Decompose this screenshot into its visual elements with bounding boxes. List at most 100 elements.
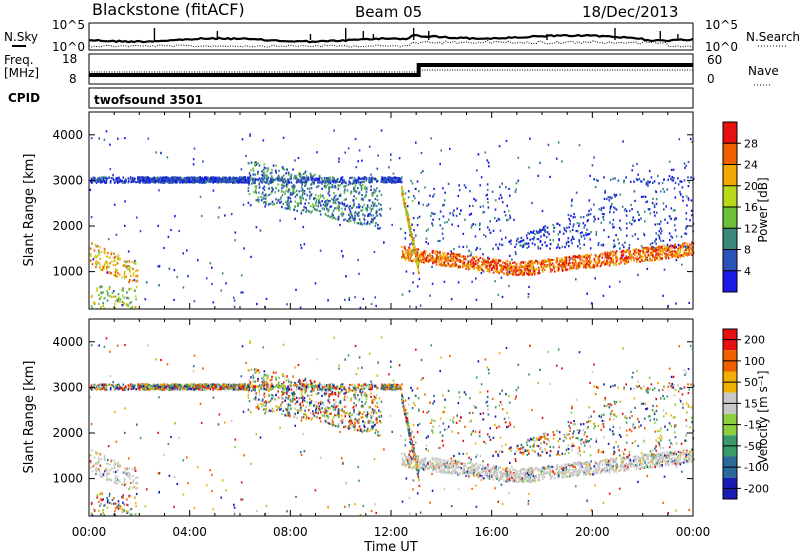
power-echo-cell — [504, 263, 507, 266]
power-echo-cell — [658, 258, 661, 261]
power-echo-cell — [653, 205, 656, 208]
power-echo-cell — [430, 211, 433, 215]
power-echo-cell — [410, 230, 412, 234]
power-echo-cell — [537, 238, 540, 241]
power-echo-cell — [237, 178, 239, 181]
power-echo-cell — [646, 181, 649, 184]
power-echo-cell — [600, 221, 603, 224]
power-echo-cell — [301, 188, 304, 191]
cpid-program: twofsound 3501 — [94, 93, 203, 107]
power-echo-cell — [326, 177, 328, 180]
power-echo-cell — [374, 197, 377, 201]
power-echo-cell — [525, 263, 527, 266]
power-echo-cell — [286, 204, 289, 207]
power-echo-cell — [139, 179, 141, 182]
power-echo-cell — [410, 227, 412, 230]
power-echo-cell — [267, 187, 270, 190]
power-echo-cell — [269, 202, 272, 205]
power-echo-cell — [562, 259, 565, 263]
power-echo-cell — [606, 258, 609, 261]
velocity-echo-cell — [537, 469, 539, 472]
power-echo-cell — [338, 157, 340, 160]
power-echo-cell — [289, 191, 292, 194]
power-echo-cell — [323, 181, 326, 184]
power-echo-cell — [327, 210, 329, 213]
power-echo-cell — [690, 244, 692, 247]
power-echo-cell — [615, 193, 618, 197]
power-echo-cell — [90, 305, 93, 308]
power-echo-cell — [200, 214, 203, 218]
power-echo-cell — [417, 270, 420, 273]
power-echo-cell — [214, 176, 216, 179]
power-echo-cell — [349, 212, 351, 216]
power-echo-cell — [264, 193, 267, 196]
power-echo-cell — [360, 198, 363, 201]
power-echo-cell — [537, 174, 539, 177]
power-echo-cell — [505, 273, 508, 276]
power-echo-cell — [149, 180, 151, 183]
power-echo-cell — [464, 218, 466, 221]
power-echo-cell — [544, 230, 546, 233]
power-echo-cell — [609, 178, 612, 181]
power-echo-cell — [95, 245, 98, 248]
power-echo-cell — [307, 176, 310, 179]
power-echo-cell — [473, 265, 475, 268]
power-echo-cell — [482, 253, 484, 256]
power-echo-cell — [372, 191, 375, 194]
power-echo-cell — [438, 261, 441, 264]
power-echo-cell — [469, 254, 471, 257]
power-echo-cell — [405, 249, 407, 252]
power-echo-cell — [444, 255, 447, 258]
power-echo-cell — [431, 282, 434, 285]
power-echo-cell — [323, 176, 326, 179]
power-echo-cell — [318, 181, 320, 184]
power-echo-cell — [172, 181, 175, 184]
power-echo-cell — [441, 227, 444, 230]
power-echo-cell — [620, 261, 622, 264]
power-echo-cell — [230, 213, 233, 216]
power-echo-cell — [686, 242, 688, 245]
power-echo-cell — [325, 204, 327, 207]
power-echo-cell — [267, 203, 270, 206]
power-echo-cell — [218, 206, 221, 209]
power-echo-cell — [409, 229, 411, 232]
power-echo-cell — [213, 180, 215, 183]
power-echo-cell — [594, 277, 596, 280]
power-echo-cell — [407, 190, 410, 193]
power-echo-cell — [515, 270, 517, 273]
power-echo-cell — [144, 298, 147, 301]
power-echo-cell — [95, 255, 97, 258]
power-echo-cell — [123, 181, 125, 184]
power-echo-cell — [378, 190, 381, 193]
power-echo-cell — [377, 154, 379, 157]
power-echo-cell — [628, 250, 630, 253]
velocity-echo-cell — [674, 388, 677, 391]
power-echo-cell — [109, 143, 111, 146]
power-echo-cell — [201, 181, 204, 184]
power-echo-cell — [673, 243, 676, 246]
power-echo-cell — [498, 243, 501, 246]
power-echo-cell — [679, 254, 681, 258]
power-echo-cell — [632, 252, 635, 255]
power-echo-cell — [202, 160, 204, 163]
power-echo-cell — [316, 177, 318, 180]
power-echo-cell — [512, 273, 514, 276]
power-echo-cell — [316, 198, 318, 201]
power-echo-cell — [583, 243, 585, 246]
power-echo-cell — [377, 227, 379, 230]
power-echo-cell — [312, 205, 315, 209]
power-echo-cell — [368, 145, 371, 148]
power-echo-cell — [600, 207, 603, 210]
power-echo-cell — [447, 262, 450, 265]
power-echo-cell — [222, 176, 224, 179]
power-echo-cell — [360, 188, 363, 191]
power-echo-cell — [123, 302, 125, 305]
power-echo-cell — [316, 151, 318, 154]
power-echo-cell — [396, 180, 398, 184]
power-echo-cell — [114, 306, 116, 310]
power-echo-cell — [135, 295, 137, 298]
power-echo-cell — [348, 181, 351, 184]
power-echo-cell — [602, 215, 605, 218]
power-echo-cell — [153, 177, 156, 180]
power-echo-cell — [590, 266, 592, 269]
